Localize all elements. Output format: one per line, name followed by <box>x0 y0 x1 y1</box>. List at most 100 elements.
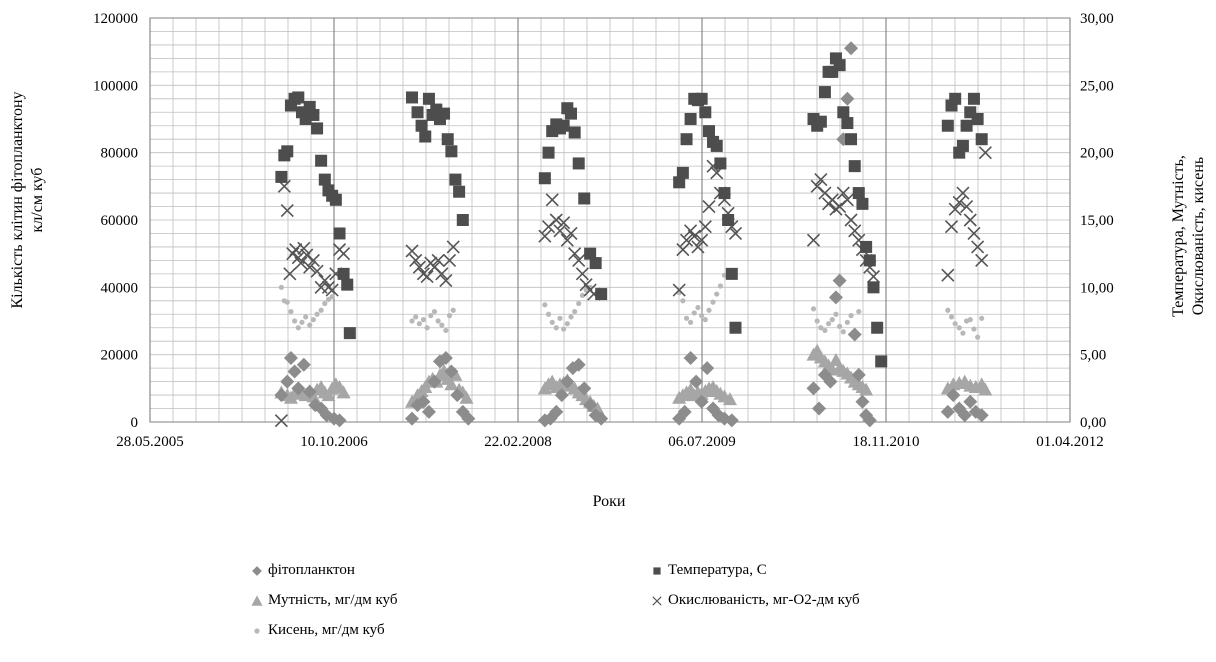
legend-item-temperature: Температура, С <box>650 562 767 579</box>
phytoplankton-point <box>940 404 955 419</box>
oxidizability-point <box>557 216 571 230</box>
phytoplankton-point <box>974 408 989 423</box>
grid-lines <box>149 17 1071 423</box>
oxidizability-point <box>538 229 552 243</box>
phytoplankton-legend-point <box>252 565 262 576</box>
oxidizability-point <box>728 226 743 241</box>
oxidizability-point <box>967 226 981 241</box>
oxygen-point <box>564 321 570 327</box>
oxygen-point <box>318 307 324 313</box>
temperature-point <box>572 157 585 170</box>
phytoplankton-point <box>847 327 862 342</box>
plot-area <box>149 17 1071 423</box>
phytoplankton-point <box>549 404 564 419</box>
oxygen-point <box>450 307 456 313</box>
phytoplankton-point <box>332 413 347 428</box>
oxygen-point <box>710 299 716 305</box>
legend: фітопланктон Температура, С Мутність, мг/д… <box>250 562 1010 658</box>
turbidity-point <box>336 385 351 399</box>
oxygen-point <box>695 304 701 311</box>
oxygen-point <box>420 317 427 323</box>
phytoplankton-point <box>963 394 978 409</box>
oxygen-point <box>284 299 290 305</box>
turbidity-point <box>722 392 737 406</box>
x-tick-label: 28.05.2005 <box>116 434 184 450</box>
oxygen-point <box>435 318 441 324</box>
phytoplankton-point <box>450 388 465 403</box>
oxidizability-point <box>300 248 314 262</box>
temperature-point <box>557 119 570 132</box>
oxygen-point <box>545 311 552 317</box>
phytoplankton-point <box>700 361 715 376</box>
temperature-point <box>729 321 742 334</box>
phytoplankton-point <box>694 394 709 409</box>
oxygen-point <box>553 325 559 331</box>
oxygen-point <box>416 321 422 327</box>
oxidizability-point <box>695 233 709 247</box>
temperature-point <box>595 288 608 301</box>
temperature-point <box>337 267 350 280</box>
temperature-point <box>710 139 723 152</box>
y-left-tick-label: 60000 <box>101 213 139 229</box>
oxygen-point <box>424 325 430 331</box>
phytoplankton-point <box>421 404 436 419</box>
phytoplankton-point <box>438 351 453 366</box>
oxygen-point <box>303 314 309 320</box>
phytoplankton-point <box>405 411 420 426</box>
temperature-point <box>406 91 419 104</box>
phytoplankton-point <box>287 364 302 379</box>
temperature-point <box>845 133 858 146</box>
temperature-point <box>438 107 451 120</box>
temperature-point <box>456 214 469 226</box>
oxidizability-point <box>806 233 821 247</box>
turbidity-point <box>859 382 874 396</box>
temperature-point <box>863 254 876 267</box>
temperature-point <box>960 119 973 132</box>
oxygen-point <box>295 325 301 331</box>
oxygen-point <box>945 307 951 313</box>
temperature-point <box>584 247 597 260</box>
oxidizability-point <box>568 247 582 261</box>
oxidizability-point <box>318 274 332 288</box>
temperature-point <box>449 173 462 186</box>
temperature-point <box>860 240 873 253</box>
temperature-point <box>292 91 305 104</box>
turbidity-legend-point <box>251 594 263 606</box>
phytoplankton-point <box>957 408 972 423</box>
temperature-point <box>867 281 880 294</box>
phytoplankton-point <box>683 351 698 366</box>
turbidity-point <box>444 377 459 391</box>
oxygen-point <box>413 314 419 320</box>
y-right-tick-label: 30,00 <box>1080 11 1114 27</box>
oxidizability-point <box>971 240 985 254</box>
temperature-point <box>956 139 969 152</box>
oxygen-point <box>844 319 850 325</box>
temperature-point <box>718 187 731 200</box>
oxygen-point <box>699 313 705 319</box>
oxidizability-point <box>294 256 308 270</box>
oxygen-legend-marker <box>254 627 260 634</box>
oxygen-point <box>822 327 828 334</box>
temperature-point <box>971 113 984 125</box>
temperature-point <box>419 130 432 143</box>
y-left-axis-title: Кількість клітин фітопланктону кл/см куб <box>9 91 46 308</box>
phytoplankton-point <box>724 413 739 428</box>
turbidity-point <box>321 388 336 402</box>
temperature-point <box>546 125 559 138</box>
y-left-tick-label: 80000 <box>101 146 139 162</box>
legend-item-turbidity: Мутність, мг/дм куб <box>250 592 397 609</box>
oxygen-point <box>691 310 697 316</box>
oxidizability-point <box>848 224 862 238</box>
temperature-point <box>680 133 693 146</box>
oxygen-point <box>428 313 434 319</box>
phytoplankton-point <box>823 374 838 389</box>
oxygen-point <box>572 308 578 315</box>
oxidizability-point <box>409 253 423 267</box>
oxidizability-point <box>978 146 992 160</box>
oxygen-point <box>717 283 724 289</box>
oxidizability-point <box>698 220 712 234</box>
phytoplankton-point <box>828 290 843 305</box>
oxidizability-point <box>702 199 716 214</box>
temperature-point <box>318 173 331 186</box>
phytoplankton-point <box>291 381 306 396</box>
